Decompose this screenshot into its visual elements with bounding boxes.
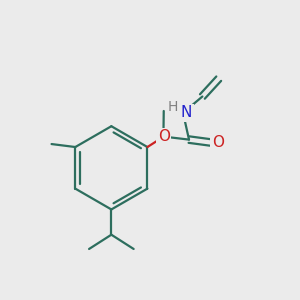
- Text: O: O: [158, 129, 170, 144]
- Text: H: H: [168, 100, 178, 115]
- Text: O: O: [212, 135, 224, 150]
- Text: N: N: [181, 105, 192, 120]
